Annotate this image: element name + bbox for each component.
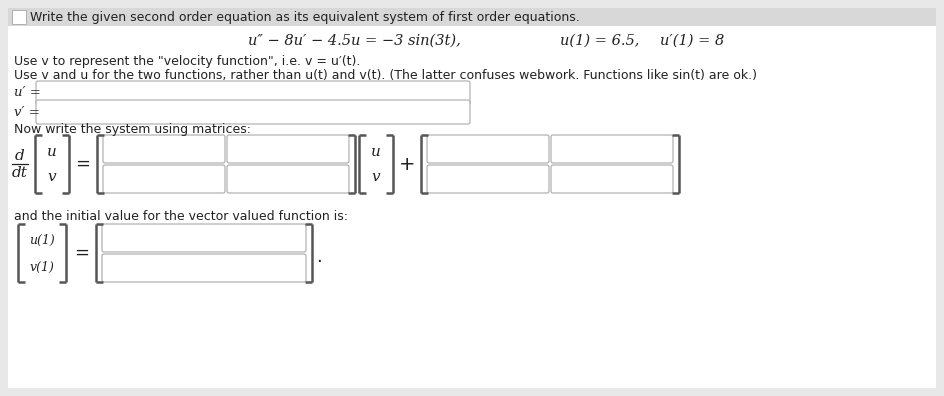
FancyBboxPatch shape <box>102 224 306 252</box>
FancyBboxPatch shape <box>102 254 306 282</box>
Text: u(1) = 6.5,: u(1) = 6.5, <box>560 34 639 48</box>
FancyBboxPatch shape <box>12 10 26 24</box>
Text: v: v <box>48 170 57 184</box>
FancyBboxPatch shape <box>8 8 936 26</box>
Text: d: d <box>15 149 25 163</box>
FancyBboxPatch shape <box>427 165 549 193</box>
FancyBboxPatch shape <box>551 165 673 193</box>
FancyBboxPatch shape <box>551 135 673 163</box>
Text: v′ =: v′ = <box>14 105 40 118</box>
Text: dt: dt <box>12 166 28 180</box>
Text: u: u <box>47 145 57 159</box>
Text: Use v to represent the "velocity function", i.e. v = u′(t).: Use v to represent the "velocity functio… <box>14 55 361 69</box>
Text: .: . <box>316 248 322 266</box>
Text: Write the given second order equation as its equivalent system of first order eq: Write the given second order equation as… <box>30 11 580 23</box>
Text: =: = <box>75 244 90 262</box>
FancyBboxPatch shape <box>227 165 349 193</box>
Text: and the initial value for the vector valued function is:: and the initial value for the vector val… <box>14 209 348 223</box>
Text: u′ =: u′ = <box>14 86 41 99</box>
Text: u′(1) = 8: u′(1) = 8 <box>660 34 724 48</box>
FancyBboxPatch shape <box>103 165 225 193</box>
FancyBboxPatch shape <box>103 135 225 163</box>
Text: v: v <box>372 170 380 184</box>
Text: Use v and u for the two functions, rather than u(t) and v(t). (The latter confus: Use v and u for the two functions, rathe… <box>14 70 757 82</box>
FancyBboxPatch shape <box>36 81 470 105</box>
Text: v(1): v(1) <box>29 261 55 274</box>
Text: u″ − 8u′ − 4.5u = −3 sin(3t),: u″ − 8u′ − 4.5u = −3 sin(3t), <box>248 34 461 48</box>
FancyBboxPatch shape <box>427 135 549 163</box>
Text: =: = <box>76 155 91 173</box>
Text: u(1): u(1) <box>29 234 55 246</box>
Text: +: + <box>398 154 415 173</box>
Text: u: u <box>371 145 381 159</box>
FancyBboxPatch shape <box>8 8 936 388</box>
FancyBboxPatch shape <box>36 100 470 124</box>
FancyBboxPatch shape <box>227 135 349 163</box>
Text: Now write the system using matrices:: Now write the system using matrices: <box>14 122 251 135</box>
